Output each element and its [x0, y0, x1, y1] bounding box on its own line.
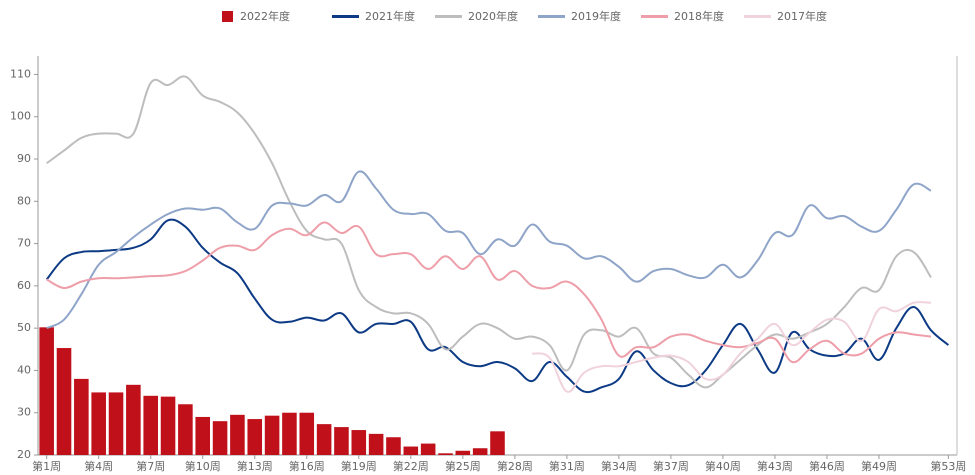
y-tick-label: 70 — [17, 237, 31, 250]
bar — [230, 414, 245, 455]
y-tick-label: 20 — [17, 448, 31, 461]
bar — [178, 404, 193, 455]
bar — [403, 446, 419, 455]
line — [46, 170, 932, 330]
legend-swatch — [222, 11, 233, 22]
y-tick-label: 110 — [10, 67, 31, 80]
x-tick-label: 第1周 — [32, 459, 61, 473]
bar — [368, 433, 384, 455]
y-tick-label: 90 — [17, 152, 31, 165]
line — [531, 301, 932, 393]
x-tick-label: 第16周 — [289, 459, 325, 473]
y-tick-label: 80 — [17, 194, 31, 207]
legend-label: 2018年度 — [674, 9, 724, 23]
x-tick-label: 第31周 — [549, 459, 585, 473]
line — [46, 221, 932, 364]
bar — [490, 431, 505, 455]
bar — [264, 415, 280, 455]
bar — [74, 378, 89, 455]
y-tick-label: 50 — [17, 321, 31, 334]
bar — [455, 450, 471, 455]
x-tick-label: 第25周 — [445, 459, 481, 473]
x-tick-label: 第37周 — [653, 459, 689, 473]
y-tick-label: 100 — [10, 110, 31, 123]
bar — [299, 412, 315, 455]
x-tick-label: 第49周 — [861, 459, 897, 473]
x-tick-label: 第10周 — [185, 459, 221, 473]
x-tick-label: 第40周 — [705, 459, 741, 473]
bar — [143, 395, 158, 455]
x-tick-label: 第19周 — [341, 459, 377, 473]
bar — [472, 448, 488, 455]
x-tick-label: 第34周 — [601, 459, 637, 473]
bar — [334, 427, 349, 455]
bar — [160, 396, 176, 455]
x-tick-label: 第53周 — [930, 459, 966, 473]
y-tick-label: 60 — [17, 279, 31, 292]
bar — [195, 416, 211, 455]
y-tick-label: 40 — [17, 363, 31, 376]
bar — [386, 437, 401, 455]
x-tick-label: 第43周 — [757, 459, 793, 473]
bar — [282, 412, 297, 455]
x-tick-label: 第7周 — [136, 459, 165, 473]
bar — [351, 430, 367, 455]
bar — [212, 421, 228, 455]
bar — [108, 392, 124, 455]
legend-label: 2020年度 — [468, 9, 518, 23]
y-tick-label: 30 — [17, 406, 31, 419]
legend-label: 2021年度 — [365, 9, 415, 23]
x-tick-label: 第22周 — [393, 459, 429, 473]
bar — [438, 453, 453, 455]
legend-label: 2022年度 — [240, 9, 290, 23]
x-tick-label: 第4周 — [84, 459, 113, 473]
line — [45, 218, 949, 394]
x-tick-label: 第13周 — [237, 459, 273, 473]
bar — [126, 384, 141, 455]
bar — [91, 392, 106, 455]
line — [46, 75, 932, 389]
legend-label: 2019年度 — [571, 9, 621, 23]
bar — [247, 419, 263, 455]
x-tick-label: 第46周 — [809, 459, 845, 473]
legend-label: 2017年度 — [777, 9, 827, 23]
x-tick-label: 第28周 — [497, 459, 533, 473]
bar — [39, 327, 54, 455]
bar — [316, 424, 332, 455]
bar — [420, 443, 436, 455]
bar — [56, 348, 72, 455]
